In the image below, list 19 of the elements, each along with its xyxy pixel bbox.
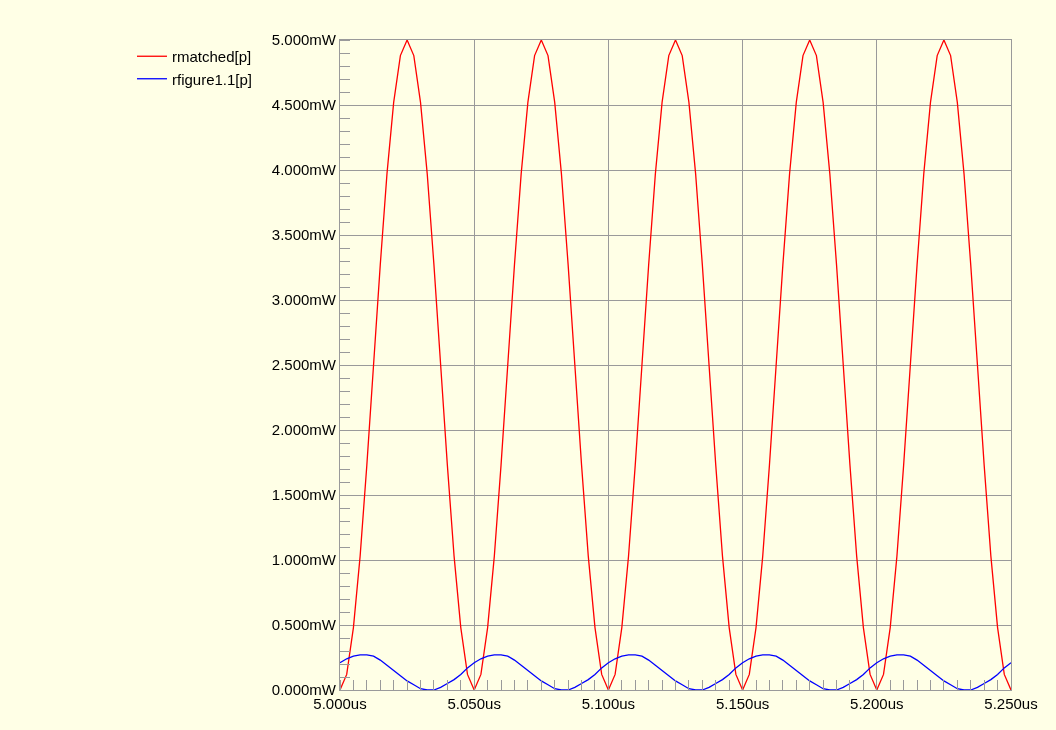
y-tick-label: 4.000mW [271,161,337,179]
legend-label: rfigure1.1[p] [171,70,253,88]
x-tick-label: 5.150us [715,695,770,712]
y-tick-label: 3.000mW [271,291,337,309]
y-tick-label: 1.000mW [271,551,337,569]
y-tick-label: 4.500mW [271,96,337,114]
x-tick-label: 5.200us [850,695,904,712]
legend-label: rmatched[p] [171,48,252,66]
y-tick-label: 0.500mW [271,616,337,634]
x-tick-label: 5.100us [581,695,636,712]
y-tick-label: 5.000mW [271,31,337,49]
x-tick-label: 5.050us [447,695,501,712]
y-tick-label: 1.500mW [271,486,337,504]
y-tick-label: 2.500mW [271,356,337,374]
line-series [340,654,1011,690]
x-tick-label: 5.250us [984,695,1038,712]
y-tick-label: 3.500mW [271,226,337,244]
y-tick-label: 2.000mW [271,421,337,439]
line-series [340,40,1011,690]
